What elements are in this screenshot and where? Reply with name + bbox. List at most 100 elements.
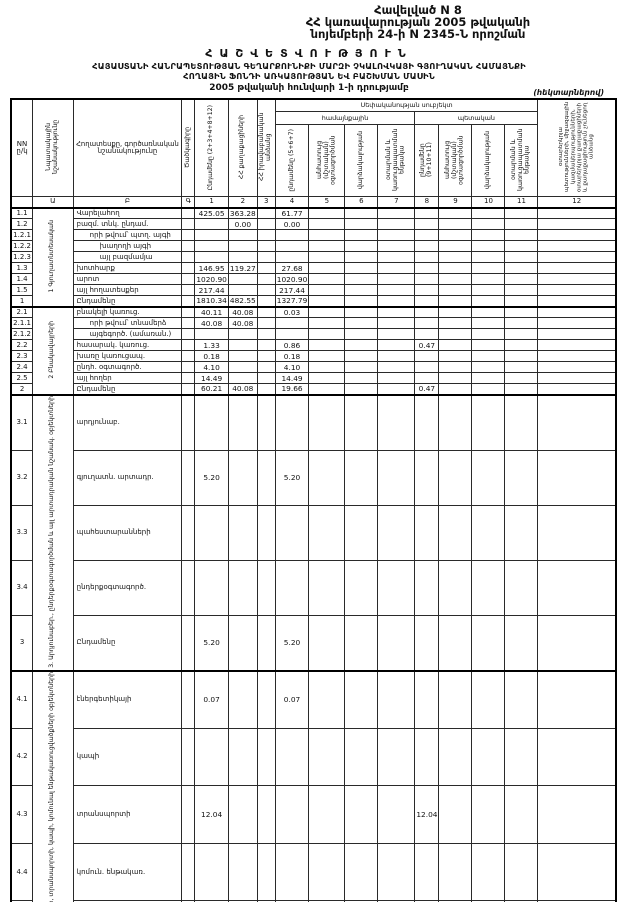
- code-cell: [181, 393, 196, 451]
- value-cell-c6: [344, 842, 379, 902]
- code-cell: [181, 206, 196, 220]
- land-type-label: էներգետիկայի: [72, 669, 183, 729]
- land-type-label: այլ բազմամյա: [72, 251, 183, 264]
- value-cell-c6: [344, 559, 379, 616]
- col-header-state-alienation: օտարման և կառուցապատման ենթակա: [504, 124, 539, 198]
- value-cell-c10: [471, 785, 506, 844]
- value-cell-c3: [256, 785, 276, 844]
- row-number: 2.1: [10, 305, 34, 319]
- value-cell-c5: [308, 305, 346, 319]
- value-cell-c5: [308, 727, 346, 787]
- value-cell-c11: [504, 305, 539, 319]
- value-cell-c8: [414, 350, 440, 363]
- value-cell-c8: [414, 317, 440, 330]
- value-cell-c6: [344, 251, 379, 264]
- value-cell-c9: [438, 262, 473, 275]
- value-cell-c9: [438, 284, 473, 297]
- value-cell-c1: [194, 218, 229, 231]
- value-cell-c1: 425.05: [194, 206, 229, 220]
- row-number: 1.2: [10, 218, 34, 231]
- value-cell-c8: [414, 251, 440, 264]
- value-cell-c9: [438, 273, 473, 286]
- table-row: 2.3 խառը կառուցապ. 0.18 0.18: [10, 350, 617, 363]
- value-cell-c7: [377, 251, 416, 264]
- value-cell-c11: [504, 339, 539, 352]
- value-cell-c7: [377, 383, 416, 396]
- table-row: 3.1 3. Արդյունաբեր., ընդերքօգտագործման և …: [10, 393, 617, 672]
- value-cell-c5: [308, 284, 346, 297]
- value-cell-c12: [537, 350, 617, 363]
- value-cell-c4: 1327.79: [274, 295, 310, 308]
- value-cell-c9: [438, 240, 473, 253]
- row-number: 1: [10, 295, 34, 308]
- appendix-line-1: Հավելված N 8: [374, 3, 462, 17]
- land-type-label: բնակելի կառուց.: [72, 305, 183, 319]
- value-cell-c7: [377, 295, 416, 308]
- value-cell-c2: [227, 559, 258, 616]
- value-cell-c10: [471, 383, 506, 396]
- land-type-label: հասարակ. կառուց.: [72, 339, 183, 352]
- value-cell-c4: 5.20: [274, 449, 310, 506]
- value-cell-c11: [504, 273, 539, 286]
- value-cell-c2: 40.08: [227, 317, 258, 330]
- value-cell-c2: 40.08: [227, 383, 258, 396]
- value-cell-c9: [438, 669, 473, 729]
- value-cell-c11: [504, 727, 539, 787]
- row-number: 1.2.2: [10, 240, 34, 253]
- land-type-label: կոմուն. ենթակառ.: [72, 842, 183, 902]
- value-cell-c6: [344, 262, 379, 275]
- category-label: 2 Բնակավայրերի: [48, 321, 56, 379]
- value-cell-c11: [504, 262, 539, 275]
- value-cell-c3: [256, 240, 276, 253]
- value-cell-c11: [504, 317, 539, 330]
- value-cell-c5: [308, 785, 346, 844]
- value-cell-c5: [308, 449, 346, 506]
- value-cell-c8: [414, 206, 440, 220]
- col-header-communal: համայնքային: [274, 111, 416, 126]
- value-cell-c3: [256, 295, 276, 308]
- value-cell-c6: [344, 206, 379, 220]
- value-cell-c1: 4.10: [194, 361, 229, 374]
- value-cell-c12: [537, 372, 617, 385]
- value-cell-c12: [537, 842, 617, 902]
- value-cell-c11: [504, 372, 539, 385]
- col-header-total: Ընդամենը (2+3+4+8+12): [194, 98, 229, 198]
- code-cell: [181, 449, 196, 506]
- value-cell-c6: [344, 383, 379, 396]
- value-cell-c12: [537, 504, 617, 561]
- value-cell-c4: [274, 559, 310, 616]
- value-cell-c1: [194, 393, 229, 451]
- value-cell-c6: [344, 317, 379, 330]
- col-header-state-total: ընդամենը (9+10+11): [414, 124, 440, 198]
- table-row: 2 Ընդամենը 60.21 40.08 19.66 0.47: [10, 383, 617, 396]
- value-cell-c4: [274, 229, 310, 242]
- value-cell-c10: [471, 614, 506, 672]
- value-cell-c10: [471, 328, 506, 341]
- row-number: 2.2: [10, 339, 34, 352]
- row-number: 4: [10, 900, 34, 902]
- value-cell-c8: [414, 295, 440, 308]
- row-number: 1.2.3: [10, 251, 34, 264]
- value-cell-c4: 61.77: [274, 206, 310, 220]
- value-cell-c4: [274, 328, 310, 341]
- table-row: 2.1.1 որի թվում՝ տնամերձ 40.08 40.08: [10, 317, 617, 330]
- value-cell-c10: [471, 350, 506, 363]
- value-cell-c6: [344, 449, 379, 506]
- code-cell: [181, 669, 196, 729]
- land-type-label: որի թվում՝ պտղ. այգի: [72, 229, 183, 242]
- code-cell: [181, 229, 196, 242]
- value-cell-c12: [537, 559, 617, 616]
- row-number: 3: [10, 614, 34, 672]
- value-cell-c1: [194, 240, 229, 253]
- col-header-state-free-use: անհատույց (մշտական) օգտագործման: [438, 124, 473, 198]
- value-cell-c1: 1020.90: [194, 273, 229, 286]
- code-cell: [181, 284, 196, 297]
- value-cell-c12: [537, 727, 617, 787]
- value-cell-c6: [344, 328, 379, 341]
- value-cell-c2: [227, 449, 258, 506]
- value-cell-c3: [256, 393, 276, 451]
- row-number: 1.4: [10, 273, 34, 286]
- value-cell-c4: [274, 842, 310, 902]
- value-cell-c2: 40.08: [227, 305, 258, 319]
- value-cell-c6: [344, 218, 379, 231]
